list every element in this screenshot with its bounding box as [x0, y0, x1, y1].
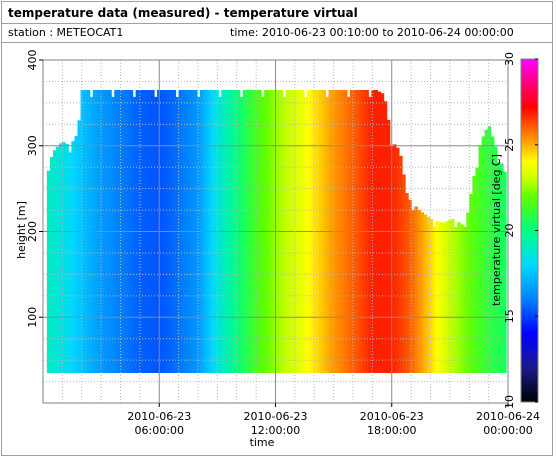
heatmap-column [304, 96, 308, 373]
heatmap-column [65, 143, 69, 373]
heatmap-column [398, 155, 403, 373]
heatmap-column [68, 152, 72, 373]
y-tick-label: 400 [26, 50, 39, 71]
heatmap-column [74, 136, 79, 373]
colorbar-tick-label: 25 [503, 138, 516, 152]
heatmap-column [408, 199, 412, 373]
colorbar-ticks: 10 15 20 25 30 [503, 52, 538, 409]
x-tick-label: 2010-06-23 [127, 410, 191, 423]
heatmap-column [481, 136, 486, 373]
x-tick-label: 18:00:00 [367, 424, 416, 437]
heatmap-column [392, 144, 397, 373]
y-tick-label: 200 [26, 221, 39, 242]
heatmap-column [59, 143, 63, 373]
heatmap-column [450, 219, 455, 373]
heatmap-column [325, 96, 330, 373]
colorbar-label: temperature virtual [deg C] [490, 154, 503, 306]
heatmap-column [478, 145, 483, 373]
heatmap-column [484, 129, 489, 373]
heatmap-column [89, 96, 94, 373]
heatmap-column [444, 221, 449, 373]
heatmap-column [496, 162, 501, 373]
heatmap-column [432, 226, 437, 373]
heatmap-column [487, 126, 492, 373]
heatmap-column [62, 142, 66, 373]
heatmap-column [472, 176, 477, 373]
heatmap-column [475, 167, 480, 373]
heatmap-column [132, 96, 137, 373]
heatmap-column [490, 136, 495, 373]
y-axis-label: height [m] [15, 201, 28, 259]
plot-area [42, 59, 509, 404]
colorbar-tick-label: 15 [503, 309, 516, 323]
heatmap-column [56, 146, 60, 373]
x-tick-label: 2010-06-23 [244, 410, 308, 423]
heatmap-column [111, 96, 115, 373]
colorbar-tick-label: 20 [503, 224, 516, 238]
heatmap-column [447, 220, 452, 373]
grid-lines [43, 60, 508, 403]
heatmap-column [49, 157, 54, 373]
heatmap-column [414, 206, 418, 373]
x-tick-label: 12:00:00 [251, 424, 300, 437]
heatmap-column [420, 212, 425, 373]
heatmap-column [218, 96, 222, 373]
heatmap-column [46, 170, 51, 373]
time-range-label: time: 2010-06-23 00:10:00 to 2010-06-24 … [230, 26, 514, 39]
heatmap-column [196, 96, 201, 373]
heatmap-column [239, 96, 244, 373]
heatmap-column [77, 120, 82, 373]
heatmap-column [429, 218, 434, 373]
colorbar: 10 15 20 25 30 temperature virtual [deg C] [490, 52, 539, 409]
colorbar-tick-label: 30 [503, 52, 516, 66]
heatmap-column [426, 216, 431, 373]
heatmap-column [368, 96, 372, 373]
x-axis: 2010-06-2306:00:002010-06-2312:00:002010… [127, 403, 540, 437]
heatmap-column [457, 222, 461, 373]
heatmap-column [417, 210, 421, 373]
y-tick-label: 300 [26, 135, 39, 156]
heatmap-column [423, 214, 428, 373]
heatmap-column [71, 141, 76, 373]
heatmap-column [466, 212, 470, 373]
x-tick-label: 2010-06-24 [476, 410, 540, 423]
colorbar-tick-label: 10 [503, 395, 516, 409]
heatmap-column [460, 224, 464, 373]
heatmap-column [469, 193, 473, 373]
heatmap-column [463, 226, 467, 373]
heatmap-column [441, 222, 446, 373]
heatmap-column [175, 96, 180, 373]
heatmap-column [401, 174, 406, 373]
heatmap-column [386, 119, 391, 373]
heatmap-column [493, 146, 498, 373]
heatmap-column [411, 210, 415, 373]
heatmap-column [383, 101, 388, 373]
x-tick-label: 00:00:00 [483, 424, 532, 437]
x-axis-label: time [250, 436, 275, 449]
heatmap-column [405, 193, 409, 373]
chart-title: temperature data (measured) - temperatur… [2, 2, 552, 24]
heatmap-column [454, 226, 458, 373]
heatmap-column [346, 96, 351, 373]
x-tick-label: 06:00:00 [135, 424, 184, 437]
y-tick-label: 100 [26, 307, 39, 328]
heatmap-column [154, 96, 158, 373]
heatmap-column [282, 96, 287, 373]
x-tick-label: 2010-06-23 [360, 410, 424, 423]
heatmap-column [53, 150, 57, 373]
info-bar: station : METEOCAT1 time: 2010-06-23 00:… [2, 24, 552, 43]
heatmap-column [503, 171, 507, 373]
heatmap-column [395, 147, 400, 373]
heatmap-column [438, 222, 443, 373]
heatmap-column [499, 163, 504, 373]
heatmap-column [261, 96, 265, 373]
y-axis: 100 200 300 400 [26, 50, 43, 328]
heatmap-column [377, 91, 382, 373]
heatmap-column [380, 93, 385, 373]
station-label: station : METEOCAT1 [8, 26, 124, 39]
heatmap-column [435, 221, 440, 373]
